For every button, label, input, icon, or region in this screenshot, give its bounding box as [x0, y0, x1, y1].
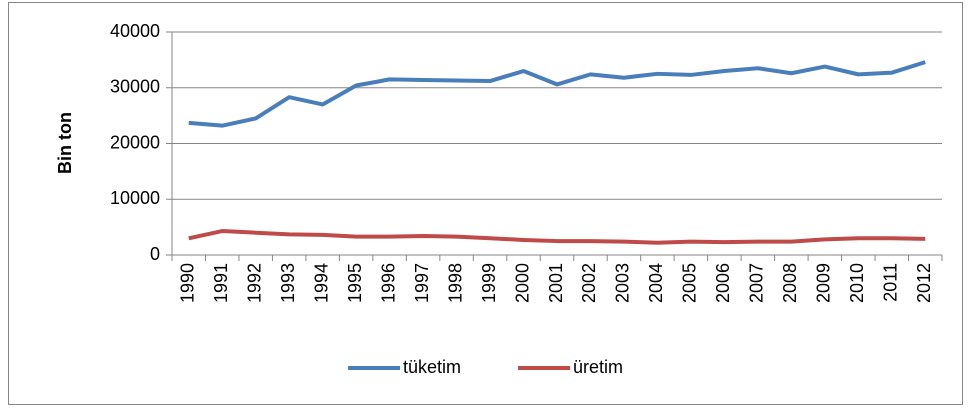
- x-tick-label: 1994: [311, 263, 331, 303]
- x-tick-label: 1993: [278, 263, 298, 303]
- x-tick-label: 2009: [814, 263, 834, 303]
- x-tick-label: 2003: [613, 263, 633, 303]
- x-tick-label: 1991: [211, 263, 231, 303]
- x-tick-label: 2004: [646, 263, 666, 303]
- x-tick-label: 1995: [345, 263, 365, 303]
- y-tick-label: 0: [150, 244, 160, 264]
- x-tick-label: 2006: [713, 263, 733, 303]
- y-tick-label: 30000: [110, 77, 160, 97]
- x-tick-label: 2008: [780, 263, 800, 303]
- x-tick-label: 1990: [177, 263, 197, 303]
- y-tick-label: 40000: [110, 21, 160, 41]
- x-tick-label: 2005: [680, 263, 700, 303]
- x-tick-label: 1998: [445, 263, 465, 303]
- x-tick-label: 2012: [914, 263, 934, 303]
- x-tick-label: 2007: [747, 263, 767, 303]
- x-tick-label: 2010: [847, 263, 867, 303]
- x-tick-label: 1992: [244, 263, 264, 303]
- line: [188, 229, 926, 245]
- y-tick-label: 10000: [110, 188, 160, 208]
- x-tick-label: 2001: [546, 263, 566, 303]
- line: [188, 60, 926, 128]
- legend-label: tüketim: [403, 357, 461, 377]
- x-tick-label: 2000: [512, 263, 532, 303]
- y-axis-label: Bin ton: [55, 112, 75, 174]
- x-tick-label: 2002: [579, 263, 599, 303]
- x-tick-label: 1996: [378, 263, 398, 303]
- legend-label: üretim: [573, 357, 623, 377]
- x-tick-label: 1999: [479, 263, 499, 303]
- y-tick-label: 20000: [110, 132, 160, 152]
- x-tick-label: 2011: [881, 263, 901, 302]
- x-tick-label: 1997: [412, 263, 432, 303]
